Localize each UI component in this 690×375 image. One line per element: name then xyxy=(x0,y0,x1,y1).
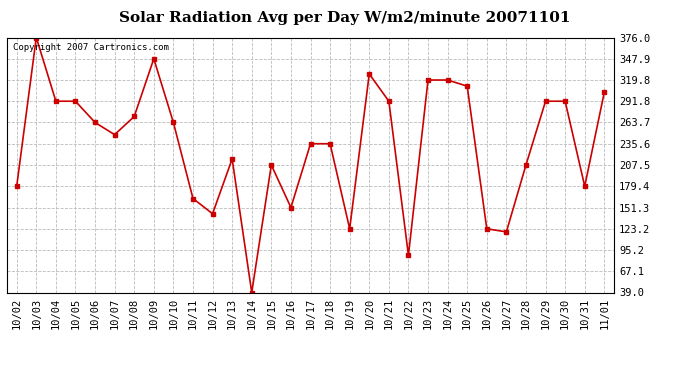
Text: Solar Radiation Avg per Day W/m2/minute 20071101: Solar Radiation Avg per Day W/m2/minute … xyxy=(119,11,571,25)
Text: Copyright 2007 Cartronics.com: Copyright 2007 Cartronics.com xyxy=(13,43,169,52)
